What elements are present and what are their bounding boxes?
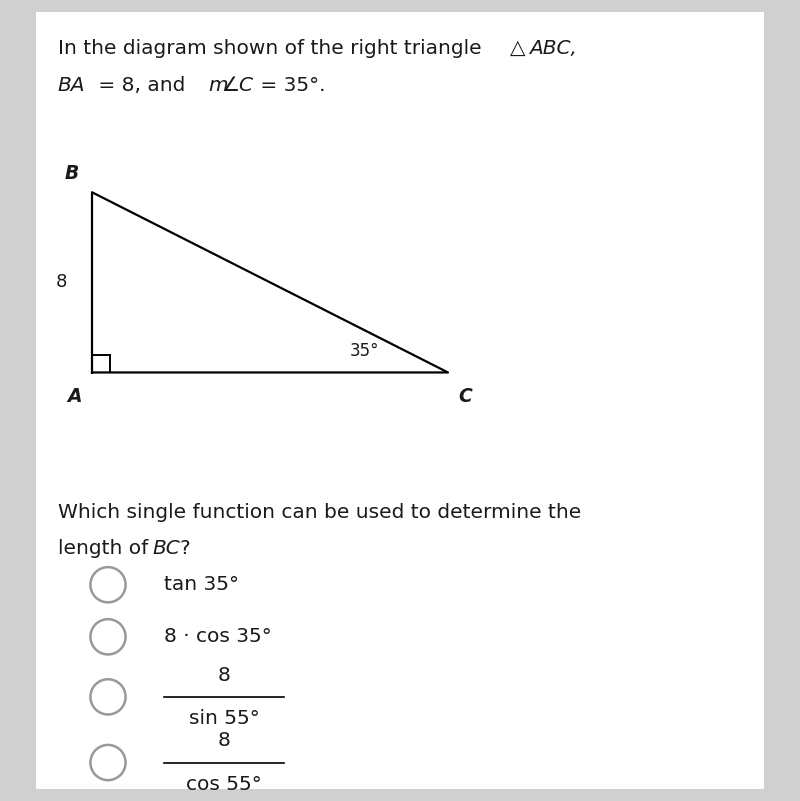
Text: A: A [67,387,82,406]
Text: 8: 8 [56,273,67,292]
Text: m: m [208,76,228,95]
Text: 8: 8 [218,731,230,751]
Text: B: B [65,163,79,183]
Text: = 35°.: = 35°. [254,76,325,95]
Text: 35°: 35° [350,343,378,360]
Text: ABC,: ABC, [529,38,577,58]
Text: Which single function can be used to determine the: Which single function can be used to det… [58,503,581,522]
Text: BA: BA [58,76,85,95]
Text: C: C [458,387,473,406]
Text: In the diagram shown of the right triangle: In the diagram shown of the right triang… [58,38,488,58]
Text: cos 55°: cos 55° [186,775,262,794]
Text: tan 35°: tan 35° [164,575,239,594]
Text: 8: 8 [218,666,230,685]
Text: ?: ? [179,539,190,558]
Text: = 8, and: = 8, and [92,76,192,95]
Text: sin 55°: sin 55° [189,709,259,728]
Text: ∠C: ∠C [222,76,254,95]
Text: △: △ [510,38,526,58]
Text: BC: BC [152,539,180,558]
Text: 8 · cos 35°: 8 · cos 35° [164,627,272,646]
FancyBboxPatch shape [36,12,764,789]
Text: length of: length of [58,539,154,558]
